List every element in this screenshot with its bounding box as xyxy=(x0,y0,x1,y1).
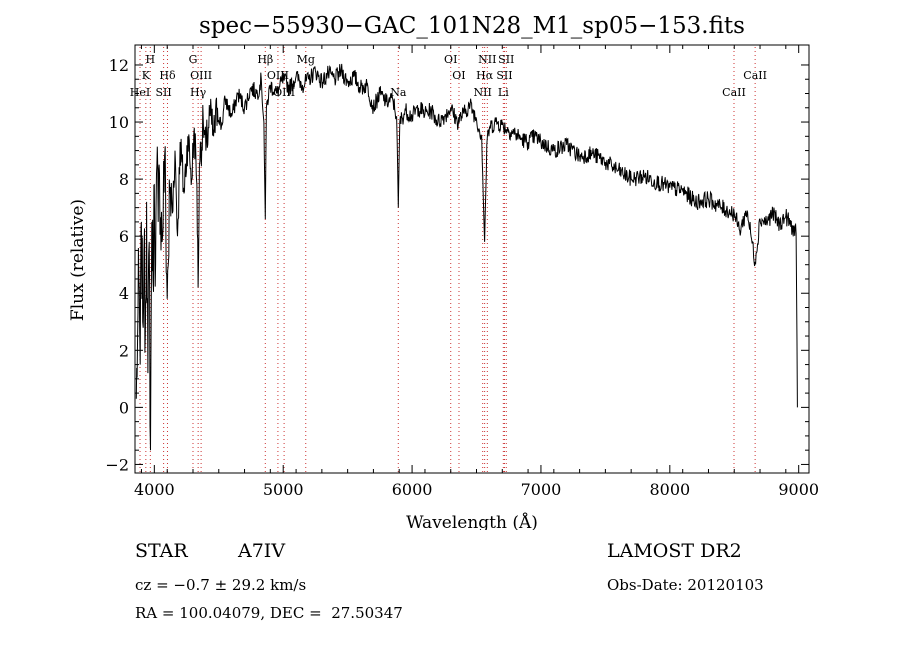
spectrum-line xyxy=(135,63,798,451)
line-marker-label: CaII xyxy=(722,86,746,99)
line-marker-label: G xyxy=(189,53,198,66)
chart-title: spec−55930−GAC_101N28_M1_sp05−153.fits xyxy=(199,13,745,39)
line-marker-label: HeI xyxy=(130,86,150,99)
survey-name: LAMOST DR2 xyxy=(607,540,742,562)
line-marker-label: Li xyxy=(498,86,509,99)
x-tick-label: 4000 xyxy=(134,480,175,499)
x-tick-label: 5000 xyxy=(263,480,304,499)
plot-frame xyxy=(134,44,810,474)
line-marker-label: OI xyxy=(452,69,465,82)
y-tick-label: 2 xyxy=(119,341,129,360)
line-marker-label: OIII xyxy=(190,69,212,82)
y-tick-label: 0 xyxy=(119,398,129,417)
y-tick-label: 6 xyxy=(119,227,129,246)
coordinates-readout: RA = 100.04079, DEC = 27.50347 xyxy=(135,604,403,622)
line-marker-label: Hα xyxy=(476,69,494,82)
line-marker-label: NII xyxy=(478,53,496,66)
x-tick-label: 7000 xyxy=(521,480,562,499)
line-marker-label: Hγ xyxy=(190,86,207,99)
y-tick-label: 10 xyxy=(109,113,129,132)
x-tick-label: 6000 xyxy=(392,480,433,499)
line-marker-label: Hβ xyxy=(257,53,273,66)
spectrum-layer xyxy=(135,63,798,451)
spectrum-chart: spec−55930−GAC_101N28_M1_sp05−153.fits H… xyxy=(68,13,819,530)
object-subclass: A7IV xyxy=(238,540,286,562)
y-axis-label: Flux (relative) xyxy=(68,199,88,321)
x-axis-label: Wavelength (Å) xyxy=(406,512,538,530)
y-tick-label: 4 xyxy=(119,284,129,303)
observation-date: Obs-Date: 20120103 xyxy=(607,576,764,594)
line-marker-label: Mg xyxy=(297,53,315,66)
line-marker-label: SII xyxy=(496,69,512,82)
line-marker-label: OI xyxy=(444,53,457,66)
line-marker-labels: HeIKHSIIHδGHγOIIIHβOIIIOIIIMgNaOIOINIIHα… xyxy=(130,53,767,99)
y-tick-label: 12 xyxy=(109,56,129,75)
y-tick-label: 8 xyxy=(119,170,129,189)
y-ticks: −2 0 2 4 6 8 10 12 xyxy=(105,56,809,474)
object-class: STAR xyxy=(135,540,188,562)
velocity-readout: cz = −0.7 ± 29.2 km/s xyxy=(135,576,307,594)
line-marker-label: SII xyxy=(155,86,171,99)
line-marker-label: SII xyxy=(498,53,514,66)
x-tick-label: 9000 xyxy=(778,480,819,499)
line-marker-label: H xyxy=(146,53,156,66)
x-tick-label: 8000 xyxy=(649,480,690,499)
line-marker-label: Hδ xyxy=(159,69,176,82)
line-marker-label: CaII xyxy=(743,69,767,82)
x-ticks: 4000 5000 6000 7000 8000 9000 xyxy=(134,45,819,499)
line-marker-label: K xyxy=(142,69,151,82)
line-marker-label: NII xyxy=(474,86,492,99)
line-marker-label: Na xyxy=(390,86,407,99)
y-tick-label: −2 xyxy=(105,455,129,474)
